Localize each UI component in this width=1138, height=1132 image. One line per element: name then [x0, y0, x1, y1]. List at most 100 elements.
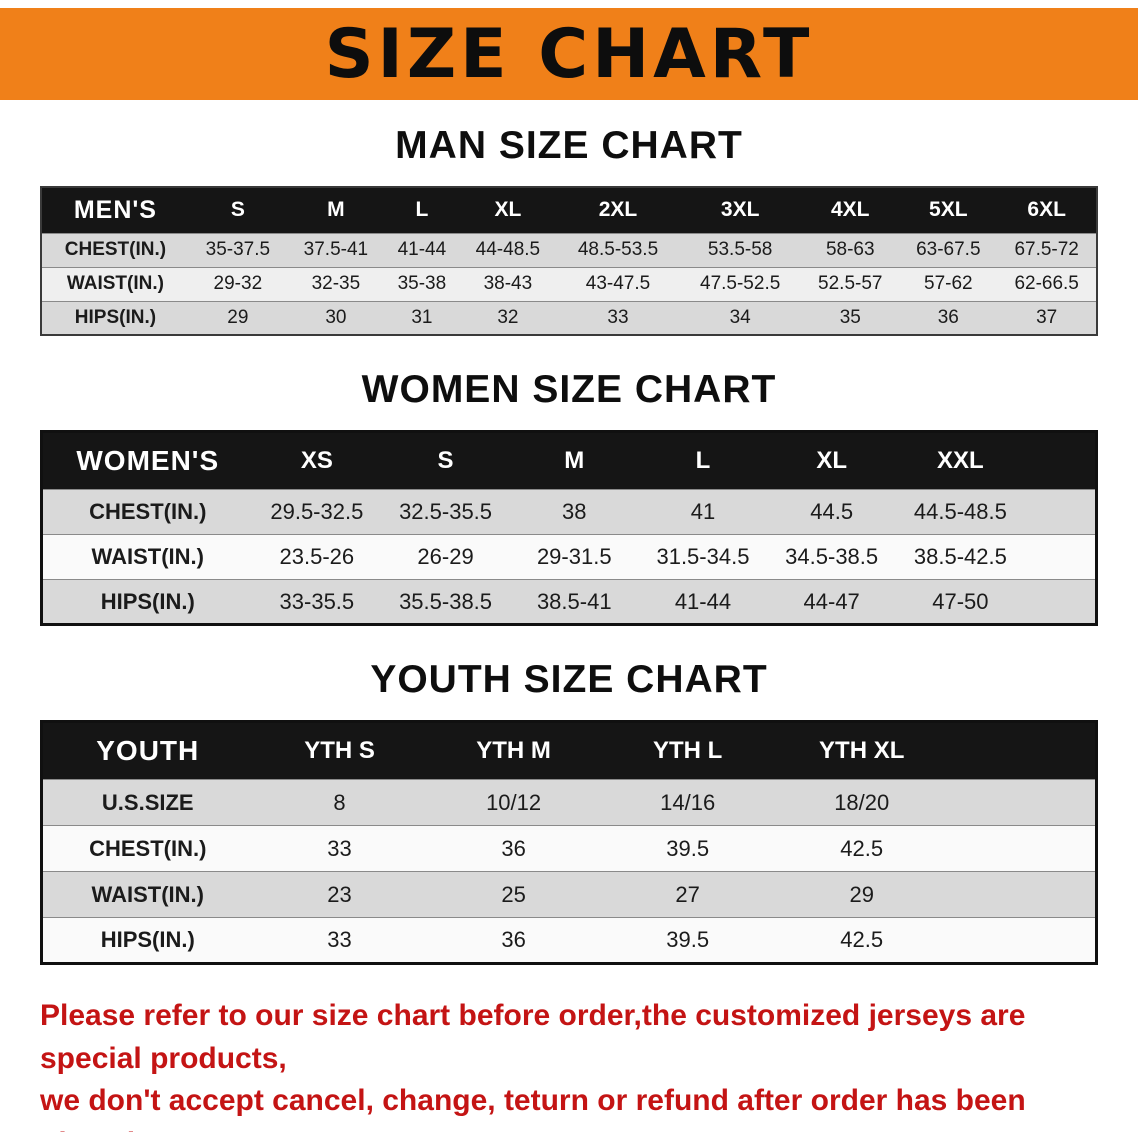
- row-label: WAIST(IN.): [41, 534, 253, 580]
- cell-value: 33: [556, 300, 680, 335]
- table-row: CHEST(IN.) 35-37.5 37.5-41 41-44 44-48.5 48.5…: [41, 232, 1097, 267]
- filler-cell: [1024, 431, 1097, 490]
- size-column-header: 2XL: [556, 187, 680, 233]
- cell-value: 41-44: [384, 232, 459, 267]
- cell-value: 37.5-41: [286, 232, 385, 267]
- row-label: WAIST(IN.): [41, 266, 189, 301]
- cell-value: 23.5-26: [252, 534, 382, 580]
- cell-value: 39.5: [600, 825, 775, 872]
- cell-value: 14/16: [600, 779, 775, 826]
- cell-value: 38-43: [458, 266, 557, 301]
- table-header-row: WOMEN'S XS S M L XL XXL: [41, 431, 1097, 490]
- cell-value: 8: [252, 779, 427, 826]
- filler-cell: [948, 779, 1097, 826]
- row-label: HIPS(IN.): [41, 300, 189, 335]
- cell-value: 34.5-38.5: [767, 534, 897, 580]
- size-column-header: YTH XL: [774, 721, 949, 780]
- cell-value: 36: [899, 300, 998, 335]
- filler-cell: [948, 721, 1097, 780]
- size-column-header: L: [638, 431, 768, 490]
- cell-value: 41: [638, 489, 768, 535]
- cell-value: 29-31.5: [509, 534, 639, 580]
- section-heading-men: MAN SIZE CHART: [395, 124, 743, 167]
- size-column-header: XL: [458, 187, 557, 233]
- row-label: CHEST(IN.): [41, 232, 189, 267]
- section-heading-youth: YOUTH SIZE CHART: [370, 658, 768, 701]
- cell-value: 43-47.5: [556, 266, 680, 301]
- page-title: SIZE CHART: [324, 14, 814, 94]
- filler-cell: [948, 825, 1097, 872]
- cell-value: 38.5-42.5: [896, 534, 1025, 580]
- cell-value: 29: [774, 871, 949, 918]
- cell-value: 18/20: [774, 779, 949, 826]
- row-label: WAIST(IN.): [41, 871, 253, 918]
- cell-value: 31.5-34.5: [638, 534, 768, 580]
- section-youth: YOUTH SIZE CHART YOUTH YTH S YTH M YTH L YTH…: [0, 658, 1138, 965]
- filler-cell: [948, 917, 1097, 964]
- table-row: CHEST(IN.) 29.5-32.5 32.5-35.5 38 41 44.5 44.5…: [41, 489, 1097, 535]
- row-label: CHEST(IN.): [41, 489, 253, 535]
- cell-value: 36: [426, 825, 601, 872]
- table-title: WOMEN'S: [41, 431, 253, 490]
- table-row: WAIST(IN.) 23.5-26 26-29 29-31.5 31.5-34.5 34…: [41, 534, 1097, 580]
- cell-value: 35-38: [384, 266, 459, 301]
- cell-value: 44-48.5: [458, 232, 557, 267]
- cell-value: 23: [252, 871, 427, 918]
- size-column-header: XS: [252, 431, 382, 490]
- size-column-header: 5XL: [899, 187, 998, 233]
- size-column-header: L: [384, 187, 459, 233]
- cell-value: 44.5: [767, 489, 897, 535]
- cell-value: 10/12: [426, 779, 601, 826]
- cell-value: 29: [188, 300, 287, 335]
- women-size-table: WOMEN'S XS S M L XL XXL CHEST(IN.) 29.5-32.5 32.5…: [40, 430, 1098, 626]
- cell-value: 37: [997, 300, 1097, 335]
- cell-value: 35: [801, 300, 900, 335]
- size-column-header: YTH L: [600, 721, 775, 780]
- cell-value: 35-37.5: [188, 232, 287, 267]
- table-row: CHEST(IN.) 33 36 39.5 42.5: [41, 825, 1097, 872]
- size-column-header: M: [509, 431, 639, 490]
- size-chart-banner: SIZE CHART: [0, 8, 1138, 100]
- cell-value: 33: [252, 825, 427, 872]
- cell-value: 57-62: [899, 266, 998, 301]
- row-label: U.S.SIZE: [41, 779, 253, 826]
- table-row: HIPS(IN.) 33 36 39.5 42.5: [41, 917, 1097, 964]
- cell-value: 42.5: [774, 825, 949, 872]
- cell-value: 33-35.5: [252, 579, 382, 625]
- section-heading-women: WOMEN SIZE CHART: [361, 368, 777, 411]
- filler-cell: [1024, 579, 1097, 625]
- cell-value: 52.5-57: [801, 266, 900, 301]
- size-column-header: YTH S: [252, 721, 427, 780]
- table-title: MEN'S: [41, 187, 189, 233]
- size-column-header: 3XL: [679, 187, 802, 233]
- table-header-row: YOUTH YTH S YTH M YTH L YTH XL: [41, 721, 1097, 780]
- cell-value: 34: [679, 300, 802, 335]
- size-column-header: 6XL: [997, 187, 1097, 233]
- cell-value: 35.5-38.5: [381, 579, 510, 625]
- size-column-header: XL: [767, 431, 897, 490]
- cell-value: 44-47: [767, 579, 897, 625]
- cell-value: 27: [600, 871, 775, 918]
- row-label: CHEST(IN.): [41, 825, 253, 872]
- cell-value: 26-29: [381, 534, 510, 580]
- disclaimer-line-2: we don't accept cancel, change, teturn o…: [40, 1084, 1026, 1132]
- cell-value: 58-63: [801, 232, 900, 267]
- men-size-table: MEN'S S M L XL 2XL 3XL 4XL 5XL 6XL CHEST(IN.) 35-37…: [40, 186, 1098, 336]
- cell-value: 42.5: [774, 917, 949, 964]
- cell-value: 62-66.5: [997, 266, 1097, 301]
- size-column-header: S: [188, 187, 287, 233]
- cell-value: 44.5-48.5: [896, 489, 1025, 535]
- disclaimer-line-1: Please refer to our size chart before or…: [40, 999, 1026, 1075]
- cell-value: 38: [509, 489, 639, 535]
- cell-value: 32: [458, 300, 557, 335]
- cell-value: 38.5-41: [509, 579, 639, 625]
- table-header-row: MEN'S S M L XL 2XL 3XL 4XL 5XL 6XL: [41, 187, 1097, 233]
- table-row: U.S.SIZE 8 10/12 14/16 18/20: [41, 779, 1097, 826]
- size-column-header: YTH M: [426, 721, 601, 780]
- cell-value: 29.5-32.5: [252, 489, 382, 535]
- cell-value: 39.5: [600, 917, 775, 964]
- disclaimer: Please refer to our size chart before or…: [40, 995, 1098, 1132]
- cell-value: 53.5-58: [679, 232, 802, 267]
- cell-value: 36: [426, 917, 601, 964]
